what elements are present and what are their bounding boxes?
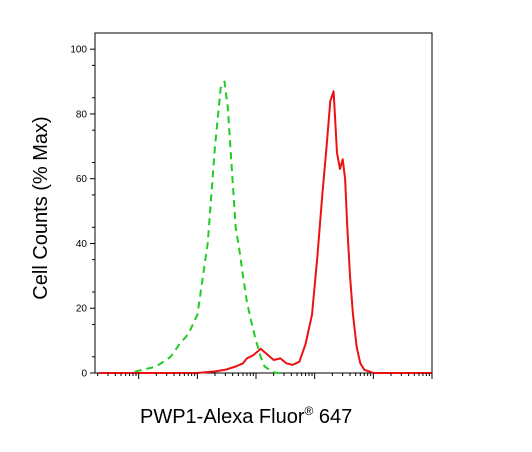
series-layer [98,80,432,374]
x-axis [97,373,433,379]
y-tick-label: 100 [70,45,87,56]
x-axis-title-main: PWP1-Alexa Fluor [140,406,305,428]
y-tick-label: 80 [76,109,88,120]
plot-frame [94,32,433,374]
plot-frame-rect [94,32,433,374]
y-tick-label: 40 [76,239,88,250]
y-tick-label: 60 [76,174,88,185]
x-axis-title-suffix: 647 [313,406,352,428]
y-axis-title: Cell Counts (% Max) [30,116,52,299]
y-axis: 0 20 40 60 80 100 [70,45,95,380]
x-axis-title: PWP1-Alexa Fluor® 647 [140,404,352,428]
y-tick-label: 20 [76,304,88,315]
x-axis-title-registered-mark: ® [305,404,314,418]
sample-histogram-line [98,90,432,374]
y-tick-label: 0 [81,369,87,380]
control-histogram-line [98,80,284,374]
